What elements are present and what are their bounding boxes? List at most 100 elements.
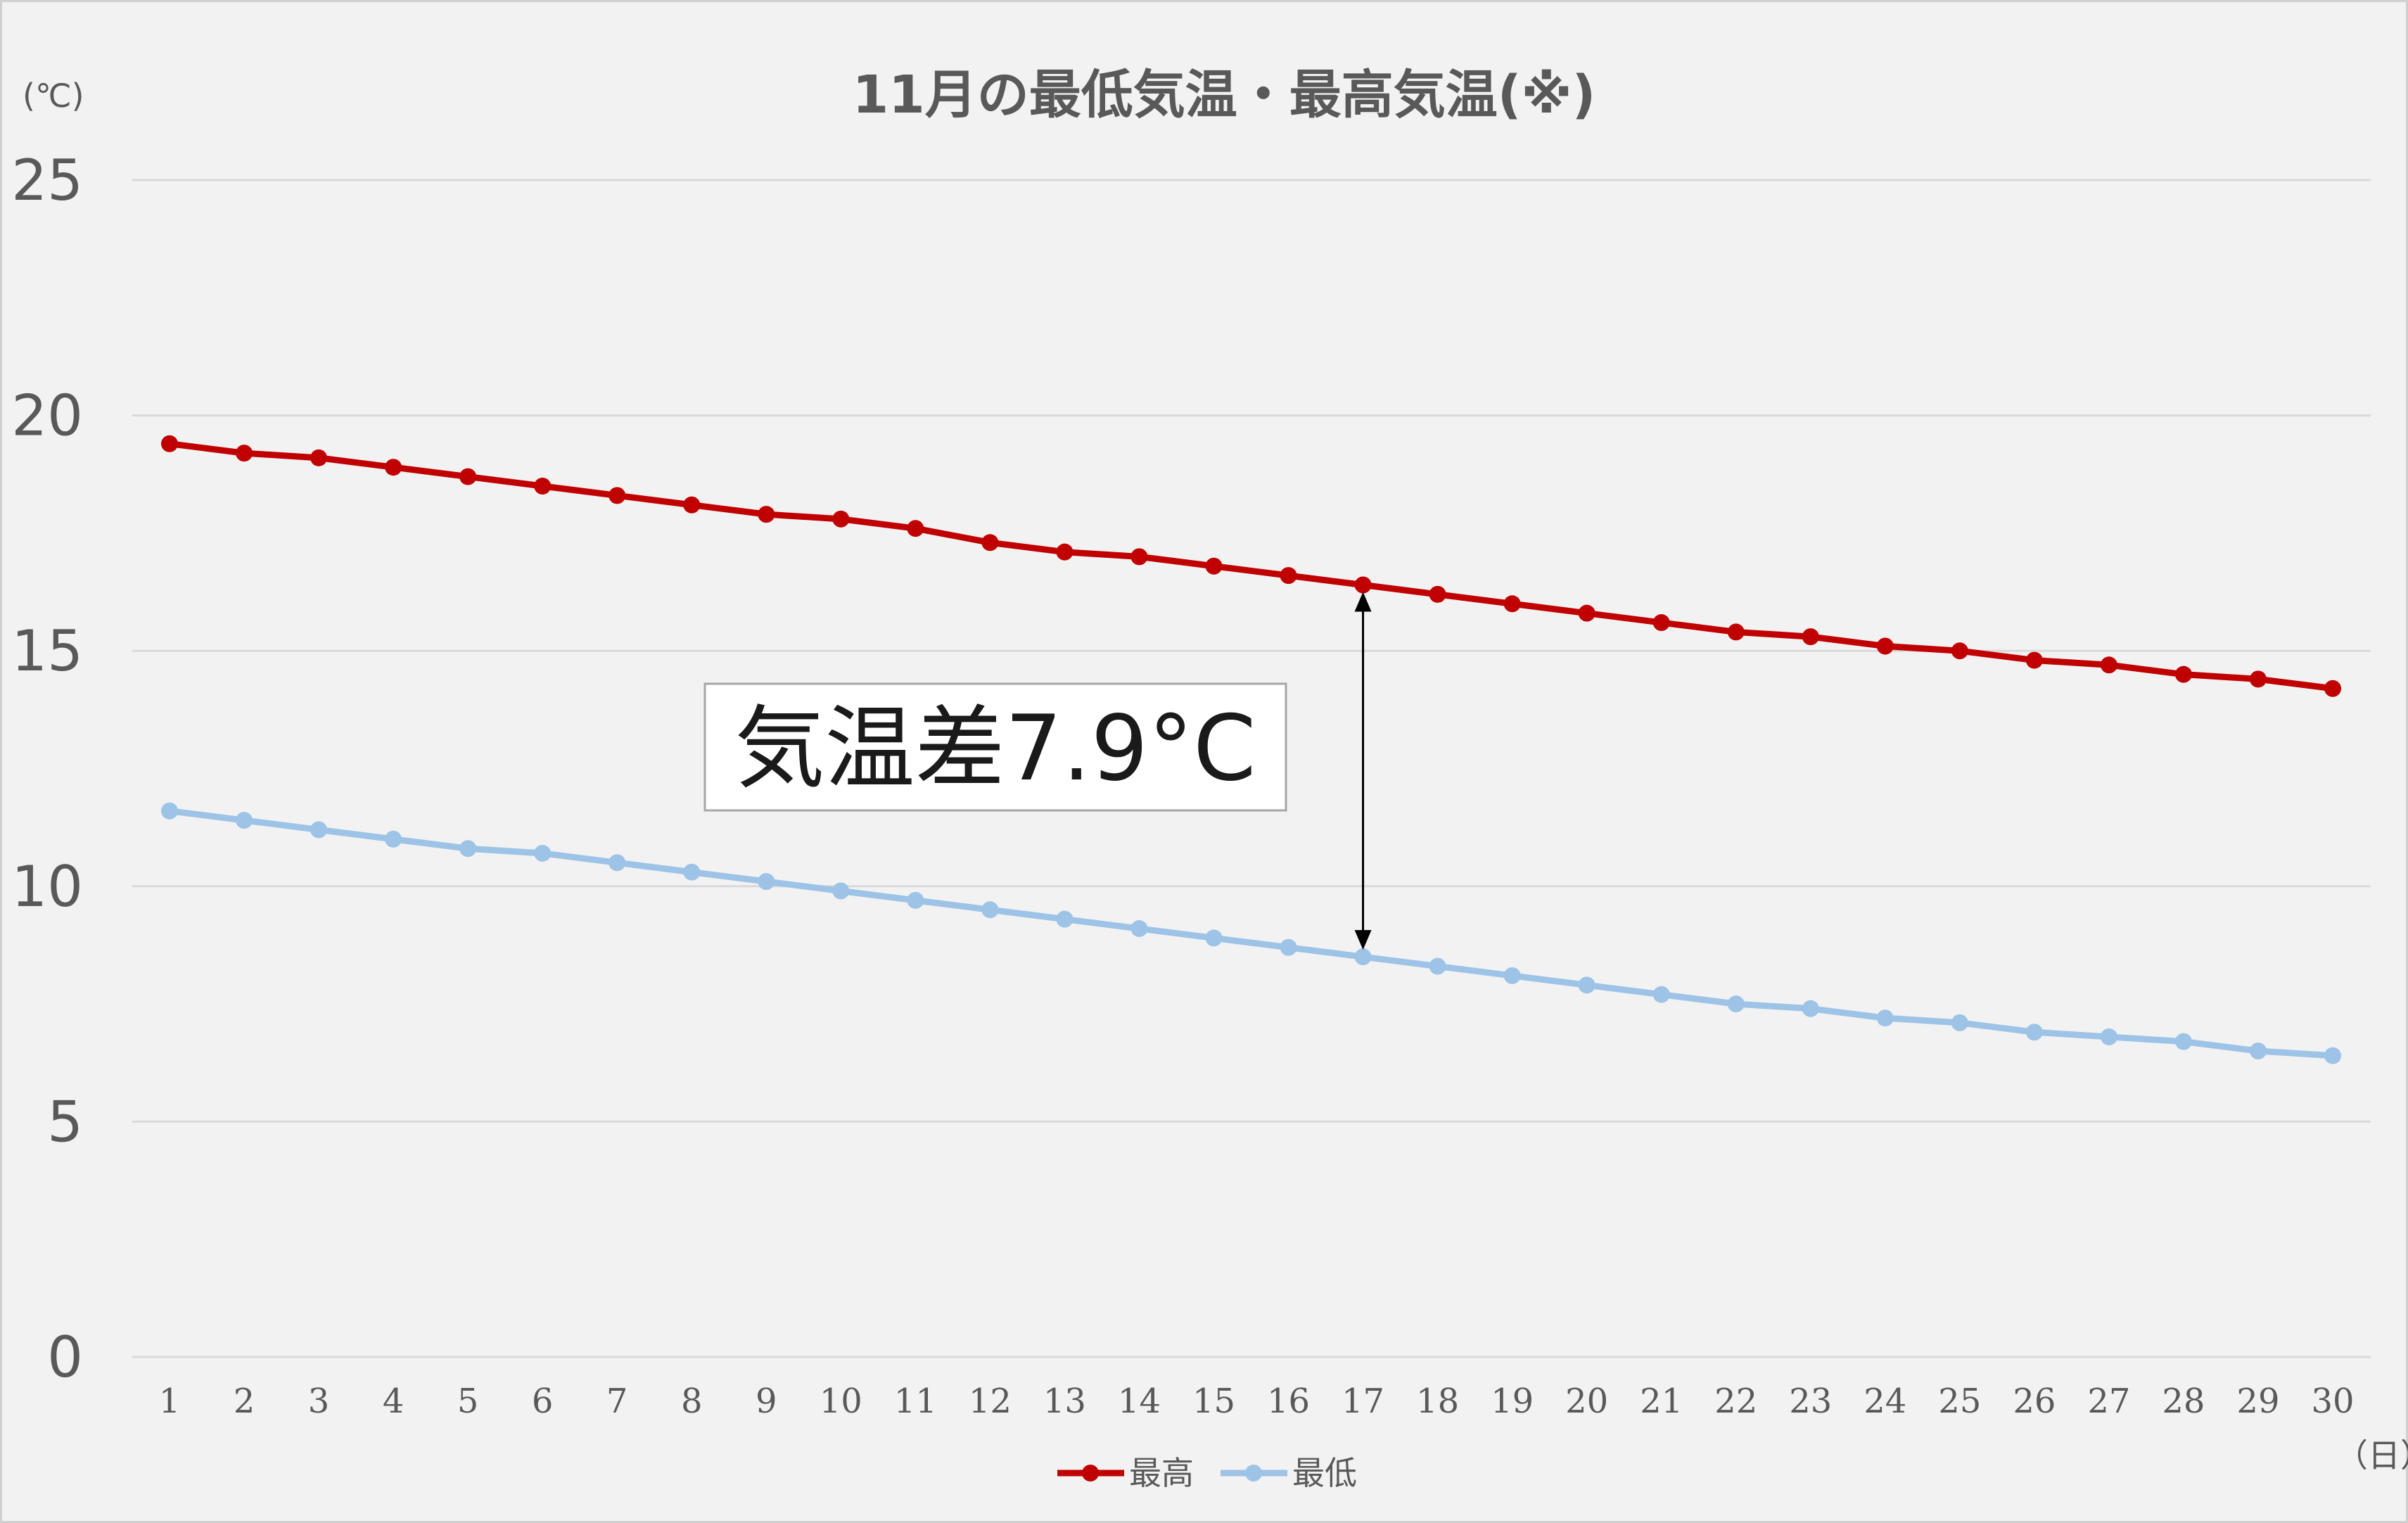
x-tick-label: 20 bbox=[1565, 1382, 1608, 1421]
data-point bbox=[2025, 651, 2043, 669]
data-point bbox=[2025, 1024, 2043, 1041]
data-point bbox=[683, 496, 701, 514]
data-point bbox=[459, 468, 477, 485]
arrow-head-down bbox=[1354, 930, 1372, 950]
data-point bbox=[459, 840, 477, 858]
x-tick-label: 3 bbox=[308, 1382, 330, 1421]
data-point bbox=[609, 854, 626, 872]
x-tick-label: 7 bbox=[606, 1382, 628, 1421]
x-axis-ticks: 1 2 3 4 5 6 7 8 9 10 11 12 13 14 15 16 17 18 19 20 21 22 23 24 2… bbox=[159, 1382, 2355, 1421]
legend-label: 最低 bbox=[1292, 1454, 1357, 1492]
x-tick-label: 30 bbox=[2311, 1382, 2354, 1421]
legend-label: 最高 bbox=[1129, 1454, 1194, 1492]
x-tick-label: 10 bbox=[820, 1382, 862, 1421]
data-point bbox=[758, 873, 775, 891]
x-tick-label: 12 bbox=[969, 1382, 1012, 1421]
data-point bbox=[2324, 680, 2341, 697]
y-tick-label: 10 bbox=[11, 854, 83, 919]
y-tick-label: 0 bbox=[47, 1325, 83, 1390]
data-point bbox=[236, 812, 253, 829]
x-tick-label: 17 bbox=[1342, 1382, 1384, 1421]
series-line bbox=[169, 440, 2333, 692]
data-point bbox=[2174, 1033, 2192, 1050]
y-axis-ticks: 0 5 10 15 20 25 bbox=[11, 148, 83, 1390]
x-tick-label: 28 bbox=[2162, 1382, 2205, 1421]
legend: 最高 最低 bbox=[1057, 1454, 1357, 1492]
x-tick-label: 14 bbox=[1118, 1382, 1161, 1421]
data-point bbox=[1951, 1014, 1968, 1031]
data-point bbox=[385, 830, 402, 848]
y-axis-unit-label: (℃) bbox=[23, 77, 84, 115]
x-tick-label: 26 bbox=[2013, 1382, 2056, 1421]
legend-item: 最低 bbox=[1221, 1454, 1357, 1492]
data-point bbox=[161, 802, 178, 820]
x-tick-label: 8 bbox=[681, 1382, 703, 1421]
series-line bbox=[169, 808, 2333, 1059]
x-tick-label: 15 bbox=[1192, 1382, 1235, 1421]
data-point bbox=[1429, 585, 1446, 603]
data-point bbox=[1652, 986, 1670, 1003]
data-point bbox=[534, 844, 552, 862]
data-point bbox=[2324, 1047, 2341, 1064]
data-point bbox=[1727, 623, 1745, 641]
series-min bbox=[161, 802, 2341, 1064]
data-point bbox=[1429, 957, 1446, 975]
data-point bbox=[1802, 628, 1819, 646]
y-tick-label: 20 bbox=[11, 383, 83, 449]
x-tick-label: 24 bbox=[1864, 1382, 1906, 1421]
x-tick-label: 2 bbox=[234, 1382, 255, 1421]
series-max bbox=[161, 435, 2341, 697]
chart-title: 11月の最低気温・最高気温(※) bbox=[853, 65, 1596, 125]
x-tick-label: 27 bbox=[2087, 1382, 2130, 1421]
data-point bbox=[2174, 665, 2192, 683]
x-tick-label: 1 bbox=[159, 1382, 181, 1421]
data-point bbox=[1056, 910, 1074, 928]
data-point bbox=[1503, 595, 1521, 613]
x-tick-label: 4 bbox=[383, 1382, 404, 1421]
annotation-text: 気温差7.9°C bbox=[735, 696, 1256, 801]
annotation-box bbox=[703, 682, 1287, 812]
annotation: 気温差7.9°C bbox=[703, 592, 1372, 950]
data-point bbox=[1354, 948, 1372, 966]
data-point bbox=[907, 891, 924, 909]
x-tick-label: 29 bbox=[2236, 1382, 2279, 1421]
data-point bbox=[683, 863, 701, 881]
data-point bbox=[1652, 614, 1670, 632]
gridlines bbox=[132, 179, 2371, 1358]
data-point bbox=[1354, 576, 1372, 594]
x-axis-unit-label: （日） bbox=[2336, 1436, 2408, 1474]
y-tick-label: 25 bbox=[11, 148, 83, 213]
data-point bbox=[907, 520, 924, 537]
data-point bbox=[1205, 557, 1223, 575]
data-point bbox=[1802, 1000, 1819, 1017]
data-point bbox=[832, 510, 850, 528]
data-point bbox=[1578, 604, 1595, 622]
legend-item: 最高 bbox=[1057, 1454, 1194, 1492]
x-tick-label: 25 bbox=[1938, 1382, 1981, 1421]
data-point bbox=[2249, 1043, 2267, 1060]
data-point bbox=[1876, 1009, 1894, 1027]
x-tick-label: 23 bbox=[1789, 1382, 1832, 1421]
x-tick-label: 21 bbox=[1640, 1382, 1683, 1421]
x-tick-label: 18 bbox=[1416, 1382, 1459, 1421]
data-point bbox=[609, 487, 626, 504]
data-point bbox=[310, 449, 328, 466]
x-tick-label: 9 bbox=[756, 1382, 777, 1421]
x-tick-label: 19 bbox=[1491, 1382, 1534, 1421]
data-point bbox=[385, 459, 402, 476]
legend-swatch-marker bbox=[1245, 1465, 1262, 1481]
x-tick-label: 5 bbox=[457, 1382, 479, 1421]
data-point bbox=[832, 882, 850, 900]
data-point bbox=[1578, 976, 1595, 994]
data-point bbox=[758, 506, 775, 523]
y-tick-label: 15 bbox=[11, 618, 83, 684]
data-point bbox=[310, 821, 328, 839]
data-point bbox=[981, 534, 999, 552]
y-tick-label: 5 bbox=[47, 1089, 83, 1154]
data-point bbox=[1876, 637, 1894, 655]
data-point bbox=[1503, 967, 1521, 984]
data-point bbox=[161, 435, 178, 452]
data-point bbox=[1280, 938, 1297, 956]
data-point bbox=[1130, 920, 1148, 938]
